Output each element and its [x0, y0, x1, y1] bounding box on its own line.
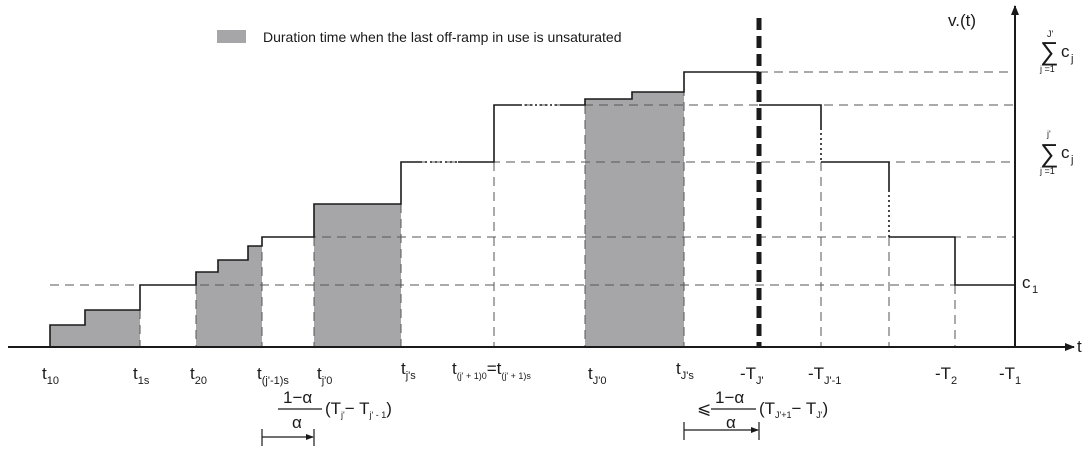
- formula-right-den: α: [726, 413, 736, 432]
- formula-right: ⩽ 1−α α (TJ'+1− TJ'): [683, 388, 828, 440]
- sum-J-bottom: j =1: [1039, 64, 1055, 74]
- formula-left: 1−α α (Tj'− Tj' - 1): [261, 388, 392, 446]
- legend-swatch: [217, 30, 246, 43]
- staircase-top: [560, 71, 759, 106]
- sum-J-c-sub: j: [1070, 53, 1073, 65]
- label-sum-J: J' ∑ j =1 c j: [1039, 29, 1073, 74]
- sum-j-c: c: [1061, 143, 1070, 162]
- formula-right-expr: (TJ'+1− TJ'): [759, 399, 828, 420]
- label-tj0: tj'0: [317, 364, 332, 387]
- shaded-region-t20-tj1s: [196, 246, 262, 347]
- label-TJ: -TJ': [740, 364, 764, 387]
- x-time-labels: t10 t1s t20 t(j'-1)s tj'0 tj's t(j' + 1)…: [42, 359, 1021, 387]
- label-tj1s: t(j'-1)s: [257, 364, 289, 387]
- formula-right-num: 1−α: [715, 388, 744, 407]
- label-tjs: tj's: [401, 359, 416, 382]
- staircase-right-3: [889, 236, 1015, 286]
- staircase-right-2: [821, 161, 890, 190]
- shaded-region-t10-t1s: [50, 310, 140, 347]
- staircase-right-1: [759, 104, 822, 128]
- label-t1s: t1s: [133, 364, 150, 387]
- label-T1: -T1: [999, 364, 1021, 387]
- c1-c: c: [1022, 273, 1031, 292]
- x-axis-label: t: [1077, 337, 1082, 356]
- label-tJs: tJ's: [676, 359, 694, 382]
- sum-j-top: j': [1046, 129, 1051, 139]
- axes: v.(t) t: [8, 5, 1082, 356]
- label-teq: t(j' + 1)0=t(j' + 1)s: [452, 359, 531, 381]
- staircase-curve: [49, 71, 1015, 347]
- c1-sub: 1: [1032, 284, 1038, 296]
- shaded-region-tJ0-tJs: [585, 92, 684, 347]
- sum-j-bottom: j =1: [1039, 166, 1055, 176]
- staircase-left-2: [458, 104, 520, 163]
- sum-j-sigma: ∑: [1040, 138, 1059, 168]
- shaded-region-tj0-tjs: [314, 204, 401, 347]
- sum-J-c: c: [1061, 42, 1070, 61]
- sum-J-top: J': [1047, 29, 1054, 39]
- y-value-labels: J' ∑ j =1 c j j' ∑ j =1 c j c 1: [1022, 29, 1073, 296]
- label-TJ1: -TJ'-1: [808, 364, 841, 387]
- label-c1: c 1: [1022, 273, 1038, 296]
- label-T2: -T2: [935, 364, 957, 387]
- label-tJ0: tJ'0: [588, 364, 606, 387]
- formula-right-leq: ⩽: [697, 399, 711, 418]
- sum-J-sigma: ∑: [1040, 36, 1059, 66]
- formula-left-num: 1−α: [283, 388, 312, 407]
- legend-text: Duration time when the last off-ramp in …: [263, 29, 621, 45]
- legend: Duration time when the last off-ramp in …: [217, 29, 621, 45]
- sum-j-c-sub: j: [1070, 154, 1073, 166]
- unsaturated-regions: [50, 92, 684, 347]
- label-t20: t20: [190, 364, 207, 387]
- label-t10: t10: [42, 364, 59, 387]
- formula-left-expr: (Tj'− Tj' - 1): [325, 399, 392, 420]
- staircase-left-1: [49, 161, 420, 347]
- grid-lines: [50, 71, 1015, 347]
- y-axis-label: v.(t): [948, 11, 976, 30]
- formula-left-den: α: [292, 413, 302, 432]
- label-sum-j: j' ∑ j =1 c j: [1039, 129, 1073, 176]
